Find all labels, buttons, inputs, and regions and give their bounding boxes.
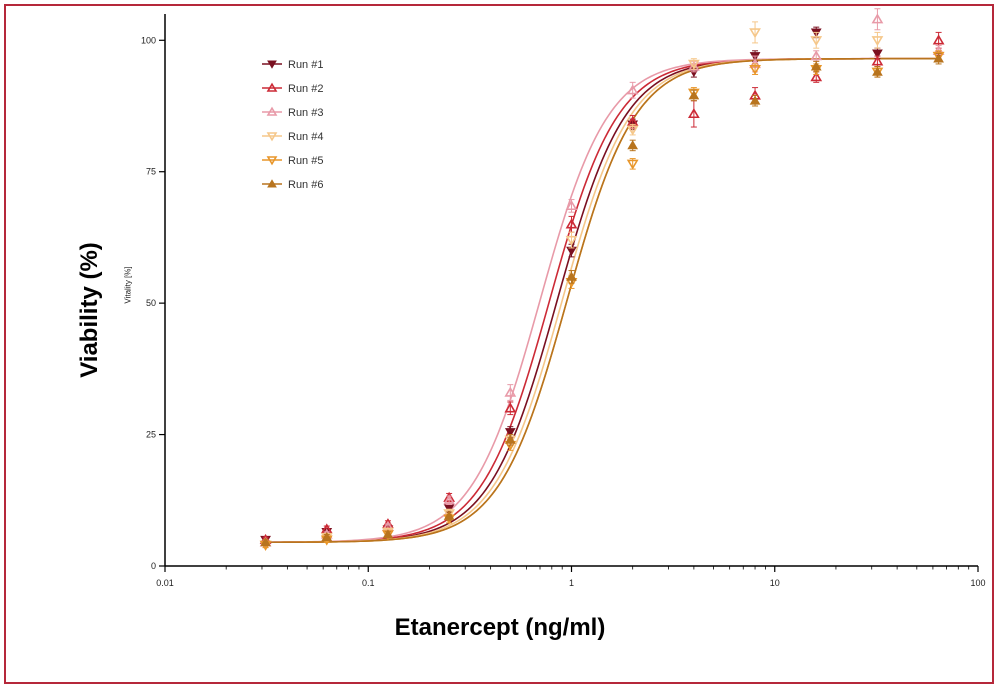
- x-tick-label: 0.01: [156, 578, 174, 588]
- fit-curve: [265, 57, 939, 544]
- data-point: [749, 95, 761, 105]
- legend-marker: [266, 156, 278, 166]
- legend-label: Run #3: [288, 107, 323, 119]
- data-point: [749, 28, 761, 39]
- legend-marker: [267, 179, 277, 188]
- data-point: [932, 34, 945, 45]
- x-tick-label: 1: [569, 578, 574, 588]
- axes: 0 25 50 75 100 0.01 0.1 1 10 100: [141, 14, 986, 588]
- legend-label: Run #6: [288, 179, 323, 191]
- data-point: [687, 59, 700, 70]
- data-point: [566, 271, 577, 281]
- legend-marker: [266, 132, 278, 142]
- data-point: [443, 494, 456, 505]
- fit-curve: [265, 57, 939, 543]
- y-tick-label: 25: [146, 430, 156, 440]
- legend-marker: [266, 82, 278, 92]
- y-tick-label: 0: [151, 561, 156, 571]
- data-point: [932, 51, 945, 62]
- y-tick-label: 50: [146, 298, 156, 308]
- legend: Run #1 Run #2 Run #3 Run #4 Run #5 Run #6: [262, 59, 323, 191]
- fit-curve: [265, 57, 939, 544]
- y-tick-label: 75: [146, 167, 156, 177]
- data-point: [627, 140, 639, 150]
- y-axis-title: Viability (%): [76, 242, 103, 378]
- x-tick-label: 100: [970, 578, 985, 588]
- x-tick-label: 0.1: [362, 578, 375, 588]
- data-point: [443, 510, 455, 520]
- data-point: [810, 61, 822, 71]
- data-point: [872, 66, 883, 76]
- data-point: [687, 60, 700, 71]
- data-point: [810, 71, 823, 82]
- legend-marker: [266, 106, 278, 116]
- fit-curve: [265, 57, 939, 544]
- data-point: [565, 218, 578, 229]
- fit-curve: [265, 57, 939, 544]
- data-point: [321, 531, 333, 541]
- data-point: [382, 529, 394, 539]
- inner-y-axis-label: Vitality [%]: [123, 266, 133, 304]
- data-point: [504, 386, 517, 397]
- data-point: [260, 537, 271, 547]
- data-point: [626, 125, 639, 136]
- data-point: [688, 90, 700, 100]
- data-point: [933, 53, 944, 63]
- data-point: [626, 84, 639, 95]
- data-points: [259, 8, 945, 551]
- data-point: [810, 36, 823, 47]
- data-point: [565, 200, 578, 211]
- data-point: [565, 235, 578, 246]
- legend-label: Run #5: [288, 155, 323, 167]
- x-tick-label: 10: [770, 578, 780, 588]
- data-point: [749, 65, 761, 76]
- data-point: [871, 36, 884, 47]
- data-point: [504, 428, 516, 438]
- chart-frame: [4, 4, 994, 684]
- x-axis-title: Etanercept (ng/ml): [394, 614, 606, 641]
- legend-marker: [267, 60, 277, 69]
- data-point: [626, 159, 639, 170]
- data-point: [871, 13, 884, 24]
- legend-label: Run #1: [288, 59, 323, 71]
- data-point: [871, 55, 884, 66]
- y-tick-label: 100: [141, 35, 156, 45]
- data-point: [810, 50, 823, 61]
- data-point: [504, 434, 516, 444]
- fit-curves: [265, 57, 939, 544]
- data-point: [687, 88, 700, 99]
- legend-label: Run #2: [288, 83, 323, 95]
- data-point: [443, 509, 456, 520]
- data-point: [687, 108, 700, 119]
- fit-curve: [265, 57, 939, 544]
- data-point: [872, 49, 883, 59]
- legend-label: Run #4: [288, 131, 323, 143]
- data-point: [504, 402, 517, 413]
